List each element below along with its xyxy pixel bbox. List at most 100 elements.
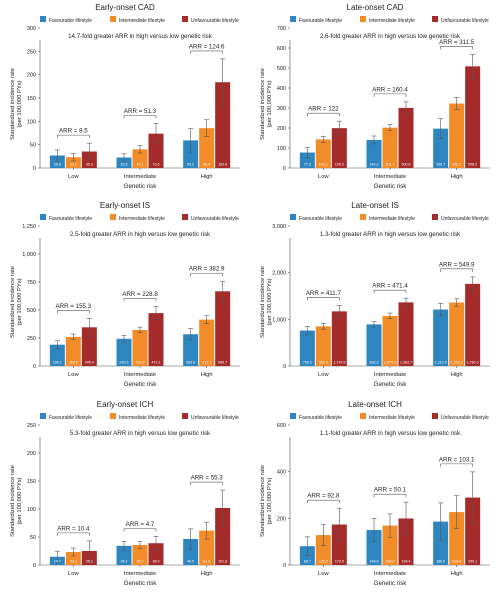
arr-label: ARR = 124.6 [189, 43, 225, 50]
data-label: 850.0 [319, 361, 328, 365]
bar [148, 133, 164, 168]
bar [366, 530, 382, 565]
y-tick-label: 1,000 [22, 252, 36, 258]
legend-label: Intermediate lifestyle [119, 216, 165, 222]
bar [49, 155, 65, 168]
bar [315, 139, 331, 168]
chart-title: Early-onset CAD [95, 3, 155, 12]
x-tick-label: Intermediate [374, 571, 406, 577]
x-tick-label: Intermediate [124, 372, 156, 378]
legend-label: Favourable lifestyle [49, 415, 92, 421]
bar [331, 311, 347, 366]
chart-subtitle: 2.6-fold greater ARR in high versus low … [320, 33, 461, 40]
arr-label: ARR = 10.4 [57, 525, 90, 532]
x-axis-label: Genetic risk [124, 580, 158, 587]
bar [116, 157, 132, 168]
legend-swatch [182, 214, 188, 220]
bar [465, 497, 481, 565]
data-label: 199.4 [402, 560, 411, 564]
x-tick-label: Low [68, 372, 79, 378]
data-label: 1,760.3 [467, 361, 479, 365]
y-tick-label: 500 [27, 308, 36, 314]
y-tick-label: 0 [283, 563, 286, 569]
data-label: 190.1 [53, 361, 62, 365]
data-label: 183.8 [218, 163, 227, 167]
y-tick-label: 1,250 [22, 224, 36, 230]
data-label: 260.0 [69, 361, 78, 365]
chart-title: Early-onset IS [100, 201, 150, 210]
data-label: 472.1 [152, 361, 161, 365]
bar [215, 82, 231, 168]
legend-label: Intermediate lifestyle [119, 18, 165, 24]
data-label: 73.6 [153, 163, 160, 167]
arr-label: ARR = 92.8 [307, 493, 340, 500]
data-label: 80.7 [304, 560, 311, 564]
bar [382, 127, 398, 168]
y-axis-label-line1: Standardized incidence rate [10, 68, 16, 140]
data-label: 26.8 [54, 163, 61, 167]
data-label: 1,210.4 [435, 361, 447, 365]
data-label: 283.8 [186, 361, 195, 365]
chart-subtitle: 1.3-fold greater ARR in high versus low … [320, 231, 461, 238]
y-tick-label: 50 [30, 143, 36, 149]
bar [116, 338, 132, 366]
data-label: 508.2 [468, 163, 477, 167]
data-label: 1,074.3 [384, 361, 396, 365]
y-tick-label: 300 [277, 106, 286, 112]
y-axis-label: Standardized incidence rate(per 100,000 … [10, 465, 23, 537]
data-label: 34.2 [121, 560, 128, 564]
bar [398, 107, 414, 168]
x-axis-label: Genetic risk [374, 381, 408, 388]
data-label: 25.1 [86, 560, 93, 564]
y-tick-label: 400 [277, 470, 286, 476]
data-label: 322.2 [452, 163, 461, 167]
y-tick-label: 150 [27, 96, 36, 102]
data-label: 413.7 [202, 361, 211, 365]
bar [449, 103, 465, 168]
legend-swatch [40, 413, 46, 419]
x-tick-label: High [451, 372, 463, 378]
data-label: 140.2 [370, 163, 379, 167]
y-axis-label-line2: (per 100,000 PYs) [267, 80, 273, 127]
x-tick-label: Low [318, 571, 329, 577]
y-tick-label: 600 [277, 46, 286, 52]
data-label: 199.3 [335, 163, 344, 167]
arr-label: ARR = 51.3 [124, 108, 157, 115]
legend-label: Intermediate lifestyle [369, 18, 415, 24]
legend-label: Favourable lifestyle [299, 415, 342, 421]
y-tick-label: 100 [27, 119, 36, 125]
y-axis-label-line2: (per 100,000 PYs) [267, 278, 273, 325]
legend-label: Favourable lifestyle [49, 216, 92, 222]
y-tick-label: 100 [277, 146, 286, 152]
bar [65, 336, 81, 366]
bar [49, 344, 65, 366]
legend-label: Unfavourable lifestyle [191, 216, 239, 222]
chart-title: Late-onset CAD [347, 3, 404, 12]
arr-label: ARR = 382.9 [189, 266, 225, 273]
bar [65, 157, 81, 168]
x-tick-label: Intermediate [124, 174, 156, 180]
bar [315, 535, 331, 565]
y-tick-label: 100 [27, 507, 36, 513]
x-tick-label: Intermediate [124, 571, 156, 577]
data-label: 35.7 [137, 560, 144, 564]
bar [433, 128, 449, 168]
data-label: 149.9 [370, 560, 379, 564]
legend-swatch [290, 16, 296, 22]
y-tick-label: 750 [27, 280, 36, 286]
data-label: 892.3 [370, 361, 379, 365]
bar [183, 140, 199, 168]
bar [398, 302, 414, 366]
data-label: 128.2 [319, 560, 328, 564]
bar [148, 313, 164, 366]
y-tick-label: 50 [30, 535, 36, 541]
data-label: 759.2 [303, 361, 312, 365]
chart-subtitle: 2.5-fold greater ARR in high versus low … [70, 231, 211, 238]
data-label: 322.3 [136, 361, 145, 365]
arr-label: ARR = 8.5 [59, 128, 88, 135]
y-axis-label-line2: (per 100,000 PYs) [267, 477, 273, 524]
legend-label: Unfavourable lifestyle [441, 415, 489, 421]
data-label: 77.3 [304, 163, 311, 167]
